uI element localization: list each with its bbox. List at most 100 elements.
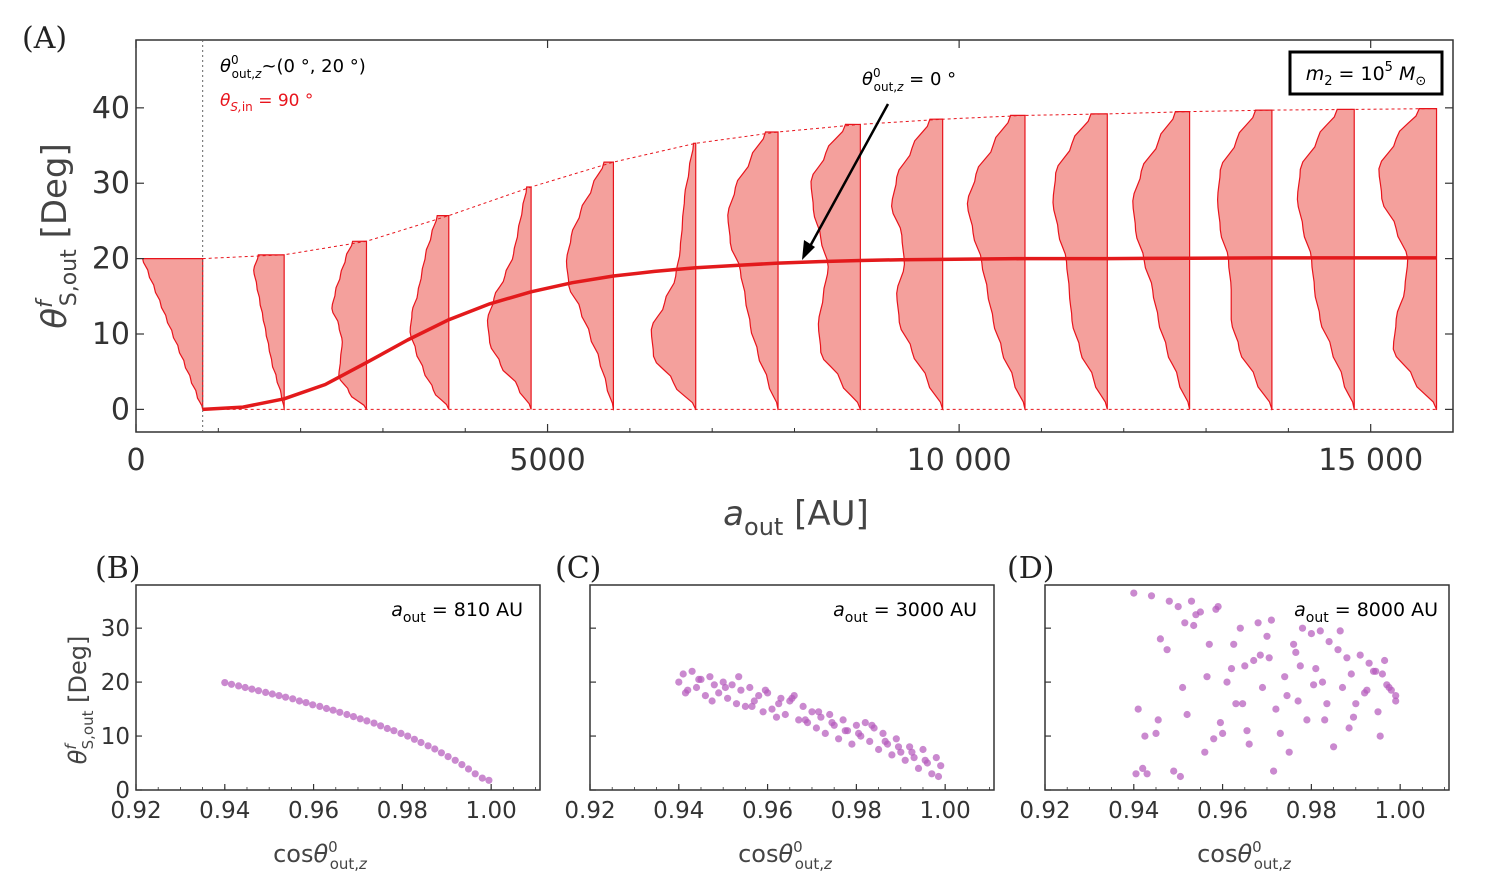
legend-spin-text: θS,in = 90 ° xyxy=(220,91,313,114)
scatter-point xyxy=(781,710,789,719)
scatter-point xyxy=(1378,670,1386,678)
y-tick-label: 0 xyxy=(111,392,130,427)
scatter-point xyxy=(1270,767,1278,775)
mean-curve-line xyxy=(202,256,1437,412)
scatter-point xyxy=(329,706,337,714)
arrow-label-text: θ0 out,z = 0 ° xyxy=(862,66,956,94)
x-tick-label: 10 000 xyxy=(907,443,1012,478)
scatter-point xyxy=(1385,683,1393,692)
scatter-point xyxy=(901,756,909,764)
y-tick-label: 10 xyxy=(101,724,130,750)
scatter-point xyxy=(241,683,249,692)
violin-2800 xyxy=(331,240,368,410)
x-tick-label: 0 xyxy=(126,443,145,478)
x-tick-label: 0.98 xyxy=(377,798,428,824)
x-tick-label: 0.94 xyxy=(199,798,250,824)
scatter-point xyxy=(1303,716,1311,724)
scatter-point xyxy=(1210,735,1218,743)
scatter-point xyxy=(741,702,750,711)
panel-a-ticks: 0 5000 10 000 15 000 0 10 20 30 40 xyxy=(92,40,1453,478)
scatter-point xyxy=(1330,743,1338,751)
scatter-point xyxy=(1183,710,1191,719)
scatter-point xyxy=(1352,700,1360,708)
scatter-point xyxy=(852,721,861,729)
scatter-point xyxy=(1163,646,1171,654)
scatter-point xyxy=(478,774,486,782)
x-tick-label: 1.00 xyxy=(1375,798,1426,824)
scatter-point xyxy=(675,678,683,686)
scatter-point xyxy=(1283,692,1291,700)
scatter-point xyxy=(424,742,432,750)
scatter-point xyxy=(841,727,849,735)
violin-12800 xyxy=(1132,110,1191,410)
scatter-point xyxy=(910,754,918,762)
scatter-point xyxy=(1272,705,1280,713)
scatter-point xyxy=(868,721,876,729)
scatter-point xyxy=(390,727,398,735)
scatter-point xyxy=(755,692,763,700)
scatter-point xyxy=(875,745,883,754)
scatter-point xyxy=(262,688,270,697)
scatter-point xyxy=(458,761,466,769)
scatter-point xyxy=(746,683,754,692)
scatter-point xyxy=(821,729,829,738)
scatter-point xyxy=(812,724,821,732)
scatter-point xyxy=(719,678,727,686)
scatter-point xyxy=(289,695,297,703)
y-tick-label: 0 xyxy=(115,778,130,804)
x-tick-label: 0.92 xyxy=(1019,798,1070,824)
scatter-point xyxy=(1265,654,1273,662)
scatter-point xyxy=(1296,662,1304,670)
panel-d-x-axis-label: cosθ0 out,z xyxy=(1197,838,1292,873)
scatter-point xyxy=(1363,686,1371,694)
scatter-point xyxy=(254,687,263,695)
scatter-point xyxy=(888,751,896,759)
scatter-point xyxy=(227,680,236,688)
scatter-point xyxy=(1181,619,1189,627)
scatter-point xyxy=(1318,678,1327,686)
scatter-point xyxy=(295,697,303,705)
scatter-point xyxy=(1165,597,1173,605)
scatter-point xyxy=(397,729,405,738)
violin-1800 xyxy=(253,254,285,411)
scatter-point xyxy=(1321,716,1329,724)
scatter-point xyxy=(1236,624,1244,632)
scatter-point xyxy=(1201,748,1209,756)
scatter-point xyxy=(235,682,243,690)
panel-b-plot: 0.92 0.94 0.96 0.98 1.00 0 10 20 30 xyxy=(101,584,541,824)
scatter-point xyxy=(1349,713,1358,721)
scatter-point xyxy=(1347,670,1355,678)
panel-c-frame xyxy=(589,584,995,791)
scatter-point xyxy=(1307,630,1315,638)
panel-c-inset-label: aout = 3000 AU xyxy=(833,599,977,626)
scatter-point xyxy=(737,686,745,694)
y-tick-label: 20 xyxy=(92,242,130,277)
scatter-point xyxy=(1281,673,1289,681)
scatter-point xyxy=(349,713,358,721)
scatter-point xyxy=(1376,732,1384,740)
scatter-point xyxy=(1230,640,1238,648)
scatter-point xyxy=(363,717,371,725)
scatter-point xyxy=(724,694,732,702)
scatter-point xyxy=(1392,692,1400,700)
scatter-point xyxy=(1243,727,1251,735)
scatter-point xyxy=(728,681,736,689)
scatter-point xyxy=(932,754,940,762)
panel-b-letter: (B) xyxy=(95,551,140,586)
violin-810 xyxy=(141,257,204,411)
scatter-point xyxy=(282,693,290,701)
violin-13800 xyxy=(1216,109,1273,411)
scatter-point xyxy=(1174,603,1182,611)
scatter-point xyxy=(706,673,714,681)
scatter-point xyxy=(1223,678,1231,686)
violin-3800 xyxy=(409,214,450,410)
scatter-point xyxy=(444,753,452,761)
x-tick-label: 1.00 xyxy=(466,798,517,824)
scatter-point xyxy=(934,772,943,781)
x-tick-label: 1.00 xyxy=(920,798,971,824)
scatter-point xyxy=(275,692,283,700)
scatter-point xyxy=(1239,700,1247,708)
panel-d-letter: (D) xyxy=(1007,551,1054,586)
scatter-point xyxy=(839,716,847,724)
scatter-point xyxy=(681,689,690,697)
